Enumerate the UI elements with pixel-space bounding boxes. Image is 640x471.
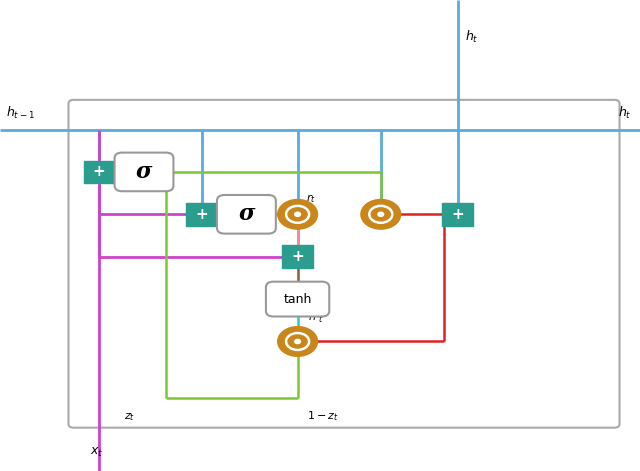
FancyBboxPatch shape: [115, 153, 173, 191]
Circle shape: [378, 212, 383, 217]
Circle shape: [362, 200, 400, 228]
Text: $h_{t-1}$: $h_{t-1}$: [6, 105, 35, 121]
FancyBboxPatch shape: [266, 282, 330, 317]
Text: $h'_t$: $h'_t$: [308, 310, 323, 325]
FancyBboxPatch shape: [84, 161, 115, 183]
FancyBboxPatch shape: [217, 195, 276, 234]
Text: $z_t$: $z_t$: [124, 411, 135, 423]
Text: $x_t$: $x_t$: [90, 446, 103, 459]
Circle shape: [295, 339, 301, 344]
FancyBboxPatch shape: [68, 100, 620, 428]
FancyBboxPatch shape: [186, 203, 217, 226]
Text: σ: σ: [238, 203, 255, 225]
FancyBboxPatch shape: [282, 245, 313, 268]
FancyBboxPatch shape: [442, 203, 473, 226]
Text: tanh: tanh: [284, 292, 312, 306]
Text: +: +: [195, 207, 208, 222]
Text: $r_t$: $r_t$: [306, 193, 316, 205]
Circle shape: [278, 327, 317, 356]
Text: $1- z_t$: $1- z_t$: [307, 409, 339, 423]
Circle shape: [295, 212, 301, 217]
Text: +: +: [291, 249, 304, 264]
Text: σ: σ: [136, 161, 152, 183]
Circle shape: [278, 200, 317, 228]
Text: +: +: [451, 207, 464, 222]
Text: $h_t$: $h_t$: [618, 105, 631, 121]
Text: +: +: [93, 164, 106, 179]
Text: $h_t$: $h_t$: [465, 29, 479, 45]
